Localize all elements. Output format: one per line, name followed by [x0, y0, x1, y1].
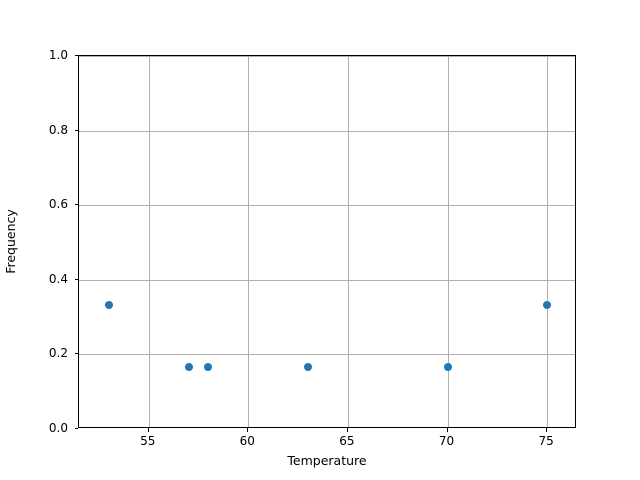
- y-tick-label: 0.2: [48, 346, 68, 361]
- plot-axes: [78, 55, 576, 428]
- gridline-vertical: [547, 56, 549, 427]
- y-tick-label: 0.6: [48, 197, 68, 212]
- x-tick-mark: [446, 428, 448, 432]
- plot-area: [79, 56, 575, 427]
- gridline-horizontal: [79, 354, 575, 356]
- gridline-horizontal: [79, 279, 575, 281]
- y-tick-mark: [74, 353, 78, 355]
- y-axis-label: Frequency: [0, 55, 20, 428]
- x-tick-label: 65: [339, 434, 355, 448]
- scatter-point: [184, 362, 193, 371]
- gridline-horizontal: [79, 130, 575, 132]
- gridline-vertical: [447, 56, 449, 427]
- x-tick-label: 55: [140, 434, 156, 448]
- x-tick-mark: [247, 428, 249, 432]
- y-tick-mark: [74, 428, 78, 429]
- y-tick-label: 0.8: [48, 122, 68, 137]
- x-tick-mark: [147, 428, 149, 432]
- gridline-vertical: [248, 56, 250, 427]
- scatter-point: [204, 362, 213, 371]
- scatter-point: [543, 300, 552, 309]
- gridline-vertical: [148, 56, 150, 427]
- y-tick-mark: [74, 55, 78, 56]
- x-tick-mark: [346, 428, 348, 432]
- y-tick-mark: [74, 204, 78, 206]
- y-tick-label: 0.4: [48, 271, 68, 286]
- scatter-point: [304, 362, 313, 371]
- x-axis-label: Temperature: [287, 453, 367, 468]
- y-axis-label-text: Frequency: [2, 209, 18, 274]
- gridline-horizontal: [79, 56, 575, 57]
- y-tick-label: 0.0: [48, 421, 68, 435]
- x-tick-label: 75: [538, 434, 554, 448]
- scatter-point: [104, 300, 113, 309]
- gridline-vertical: [347, 56, 349, 427]
- x-tick-label: 60: [239, 434, 255, 448]
- y-tick-mark: [74, 129, 78, 131]
- y-tick-label: 1.0: [48, 48, 68, 62]
- scatter-point: [443, 362, 452, 371]
- x-tick-label: 70: [438, 434, 455, 448]
- y-tick-mark: [74, 278, 78, 280]
- x-tick-mark: [546, 428, 548, 432]
- gridline-horizontal: [79, 205, 575, 207]
